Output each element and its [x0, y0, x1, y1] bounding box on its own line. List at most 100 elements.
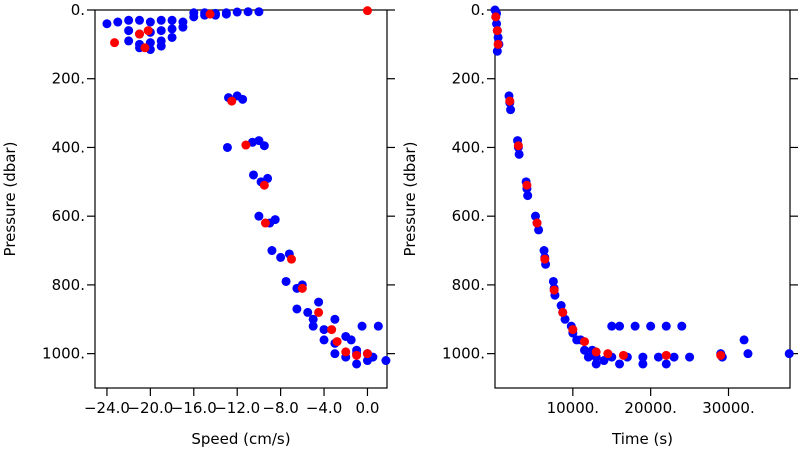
data-point: [685, 352, 695, 362]
y-tick-label: 0.: [71, 1, 85, 19]
data-point: [677, 321, 687, 331]
data-point: [167, 15, 177, 25]
data-point: [653, 352, 663, 362]
x-tick-label: −8.0: [262, 399, 298, 417]
data-point: [308, 321, 318, 331]
data-point: [308, 314, 318, 324]
y-tick-label: 600.: [452, 207, 485, 225]
data-point: [254, 7, 264, 17]
data-point: [232, 7, 242, 17]
data-point: [263, 173, 273, 183]
data-point: [270, 215, 280, 225]
data-point: [332, 337, 342, 347]
data-point: [352, 350, 362, 360]
data-point: [661, 321, 671, 331]
data-point: [514, 149, 524, 159]
data-point: [556, 301, 566, 311]
data-point: [603, 349, 613, 359]
data-point: [558, 307, 568, 317]
y-tick-label: 200.: [452, 70, 485, 88]
data-point: [539, 246, 549, 256]
y-tick-label: 1000.: [442, 345, 485, 363]
data-point: [135, 15, 145, 25]
data-point: [145, 17, 155, 27]
data-point: [381, 356, 391, 366]
data-point: [540, 254, 550, 264]
y-tick-label: 600.: [52, 207, 85, 225]
data-point: [638, 352, 648, 362]
data-point: [330, 349, 340, 359]
x-tick-label: −16.0: [171, 399, 217, 417]
data-point: [156, 15, 166, 25]
x-tick-label: 0.0: [356, 399, 380, 417]
data-point: [222, 142, 232, 152]
data-point: [281, 276, 291, 286]
data-point: [124, 26, 134, 36]
y-tick-label: 1000.: [42, 345, 85, 363]
y-tick-label: 400.: [52, 138, 85, 156]
data-point: [493, 39, 503, 49]
data-point: [241, 140, 251, 150]
data-point: [580, 345, 590, 355]
data-point: [357, 321, 367, 331]
data-point: [260, 218, 270, 228]
data-point: [568, 325, 578, 335]
data-point: [493, 32, 503, 42]
data-point: [238, 94, 248, 104]
data-point: [286, 254, 296, 264]
data-point: [373, 321, 383, 331]
data-point: [534, 225, 544, 235]
data-point: [297, 283, 307, 293]
data-point: [661, 359, 671, 369]
data-point: [638, 359, 648, 369]
data-point: [189, 8, 199, 18]
data-point: [143, 26, 153, 36]
data-point: [113, 17, 123, 27]
y-tick-label: 400.: [452, 138, 485, 156]
y-axis-label: Pressure (dbar): [1, 142, 19, 257]
x-tick-label: 10000.: [547, 399, 600, 417]
data-point: [522, 180, 532, 190]
data-point: [492, 26, 502, 36]
data-point: [292, 304, 302, 314]
data-point: [591, 359, 601, 369]
data-point: [259, 141, 269, 151]
data-point: [254, 211, 264, 221]
y-tick-label: 0.: [471, 1, 485, 19]
data-point: [505, 96, 515, 106]
data-point: [532, 218, 542, 228]
data-point: [583, 352, 593, 362]
x-tick-label: 30000.: [702, 399, 755, 417]
data-point: [492, 46, 502, 56]
data-point: [739, 335, 749, 345]
data-point: [248, 170, 258, 180]
data-point: [352, 359, 362, 369]
data-point: [646, 321, 656, 331]
plot-frame: [494, 9, 791, 389]
data-point: [341, 347, 351, 357]
data-point: [135, 29, 145, 39]
data-point: [599, 356, 609, 366]
data-point: [243, 7, 253, 17]
data-point: [330, 314, 340, 324]
data-point: [221, 8, 231, 18]
data-point: [661, 350, 671, 360]
data-point: [506, 105, 516, 115]
data-point: [492, 19, 502, 29]
x-axis-label: Speed (cm/s): [191, 430, 290, 448]
data-point: [276, 252, 286, 262]
data-point: [319, 335, 329, 345]
data-point: [124, 36, 134, 46]
data-point: [548, 276, 558, 286]
data-point: [669, 352, 679, 362]
data-point: [615, 359, 625, 369]
data-point: [784, 349, 794, 359]
data-point: [743, 349, 753, 359]
data-point: [549, 285, 559, 295]
data-point: [513, 141, 523, 151]
data-point: [362, 6, 372, 16]
x-tick-label: −20.0: [127, 399, 173, 417]
data-point: [580, 337, 590, 347]
x-tick-label: 20000.: [624, 399, 677, 417]
